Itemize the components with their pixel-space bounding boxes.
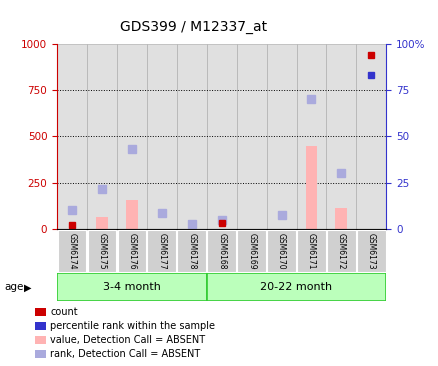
Bar xyxy=(297,230,325,272)
Text: GSM6175: GSM6175 xyxy=(97,233,106,269)
Text: GDS399 / M12337_at: GDS399 / M12337_at xyxy=(119,20,266,34)
Bar xyxy=(267,230,295,272)
Text: GSM6174: GSM6174 xyxy=(67,233,76,269)
Bar xyxy=(147,44,177,229)
Bar xyxy=(206,44,236,229)
Text: ▶: ▶ xyxy=(24,282,32,292)
Bar xyxy=(147,230,176,272)
Text: 20-22 month: 20-22 month xyxy=(260,282,332,292)
Text: GSM6169: GSM6169 xyxy=(247,233,255,269)
Text: GSM6176: GSM6176 xyxy=(127,233,136,269)
Bar xyxy=(88,230,116,272)
Bar xyxy=(207,230,236,272)
Bar xyxy=(296,44,326,229)
Bar xyxy=(177,230,206,272)
Text: GSM6171: GSM6171 xyxy=(306,233,315,269)
Bar xyxy=(305,146,317,229)
Text: GSM6172: GSM6172 xyxy=(336,233,345,269)
Bar xyxy=(236,44,266,229)
Text: GSM6170: GSM6170 xyxy=(276,233,286,269)
Bar xyxy=(57,273,206,301)
Text: GSM6173: GSM6173 xyxy=(366,233,375,269)
Text: 3-4 month: 3-4 month xyxy=(103,282,160,292)
Bar xyxy=(117,230,146,272)
Bar xyxy=(117,44,147,229)
Bar xyxy=(326,44,356,229)
Bar xyxy=(57,230,86,272)
Bar xyxy=(326,230,355,272)
Text: value, Detection Call = ABSENT: value, Detection Call = ABSENT xyxy=(50,335,205,345)
Bar xyxy=(266,44,296,229)
Text: count: count xyxy=(50,307,78,317)
Bar xyxy=(206,273,385,301)
Text: rank, Detection Call = ABSENT: rank, Detection Call = ABSENT xyxy=(50,348,200,359)
Bar xyxy=(237,230,265,272)
Bar xyxy=(356,44,385,229)
Bar xyxy=(57,44,87,229)
Bar xyxy=(96,217,108,229)
Text: GSM6177: GSM6177 xyxy=(157,233,166,269)
Text: GSM6178: GSM6178 xyxy=(187,233,196,269)
Text: age: age xyxy=(4,282,24,292)
Bar xyxy=(335,208,346,229)
Bar xyxy=(177,44,206,229)
Bar xyxy=(126,200,138,229)
Bar xyxy=(87,44,117,229)
Text: percentile rank within the sample: percentile rank within the sample xyxy=(50,321,215,331)
Bar xyxy=(356,230,385,272)
Text: GSM6168: GSM6168 xyxy=(217,233,226,269)
